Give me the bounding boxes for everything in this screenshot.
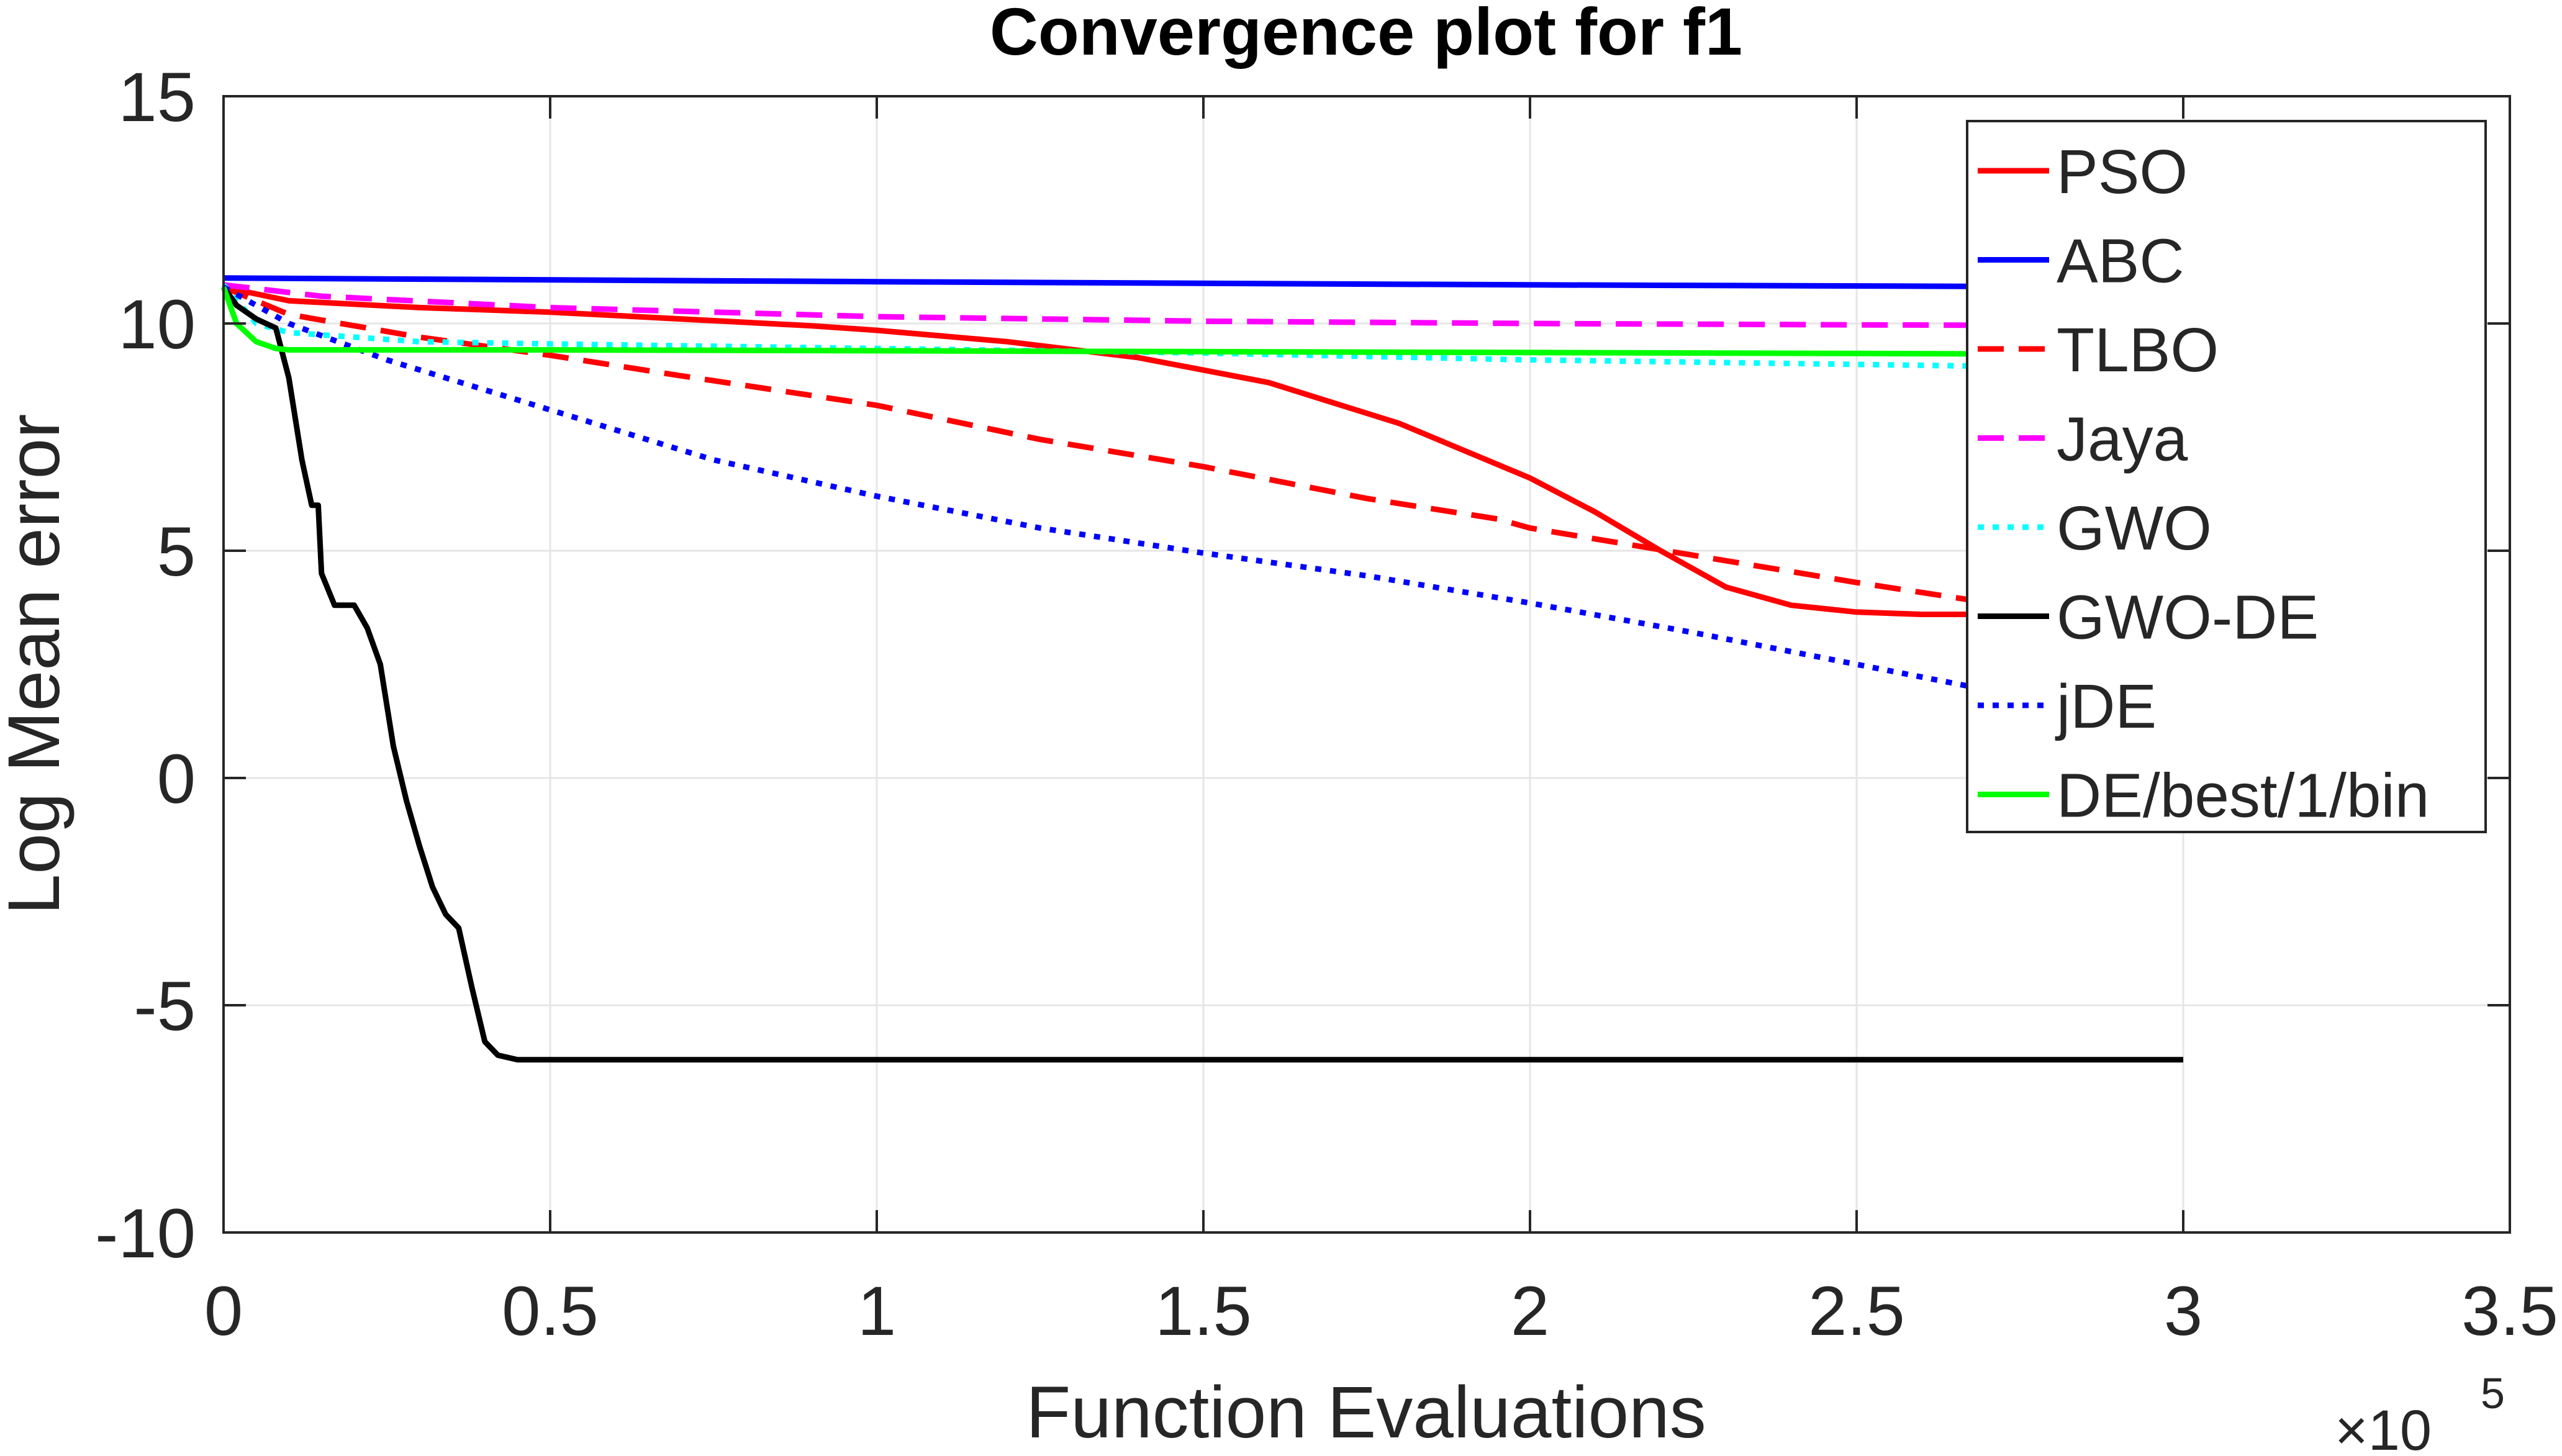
legend-item-tlbo: TLBO: [1978, 315, 2219, 385]
series-lines: [220, 275, 2184, 1063]
legend-item-jaya: Jaya: [1978, 405, 2188, 474]
x-tick-label: 1: [858, 1272, 896, 1350]
series-line-gwo: [221, 283, 2184, 372]
x-axis-label: Function Evaluations: [1026, 1372, 1706, 1454]
legend-item-jde: jDE: [1978, 672, 2157, 741]
legend-item-gwo: GWO: [1978, 494, 2212, 563]
legend-item-pso: PSO: [1978, 137, 2188, 207]
series-line-pso: [223, 284, 2183, 617]
series-line-jde: [222, 284, 2184, 731]
x-exponent-base: ×10: [2335, 1399, 2432, 1456]
y-tick-label: 5: [157, 513, 196, 590]
legend-label: Jaya: [2057, 405, 2188, 474]
x-tick-label: 0.5: [502, 1272, 599, 1350]
y-axis-label: Log Mean error: [0, 414, 75, 915]
series-line-abc: [223, 275, 2184, 290]
x-tick-label: 1.5: [1155, 1272, 1252, 1350]
series-line-de-best-1-bin: [220, 286, 2184, 358]
x-tick-label: 2: [1511, 1272, 1549, 1350]
plot-frame: [222, 95, 2511, 1234]
chart-title: Convergence plot for f1: [990, 0, 1742, 69]
legend-label: ABC: [2057, 227, 2184, 296]
x-tick-label: 3: [2164, 1272, 2202, 1350]
x-axis-exponent: ×10 5: [2335, 1369, 2505, 1456]
x-tick-label: 3.5: [2461, 1272, 2558, 1350]
legend-label: GWO: [2057, 494, 2212, 563]
x-exponent-power: 5: [2481, 1369, 2505, 1418]
legend-label: TLBO: [2057, 315, 2219, 385]
legend-item-de-best-1-bin: DE/best/1/bin: [1978, 761, 2429, 831]
legend-label: GWO-DE: [2057, 583, 2319, 653]
y-tick-label: -5: [134, 967, 196, 1045]
series-line-gwo-de: [221, 285, 2183, 1063]
y-tick-label: -10: [95, 1195, 196, 1272]
x-tick-label: 2.5: [1808, 1272, 1905, 1350]
y-tick-label: 0: [157, 740, 196, 818]
y-tick-label: 10: [118, 286, 196, 363]
legend-label: DE/best/1/bin: [2057, 761, 2429, 831]
legend: PSO ABC TLBO Jaya GWO GWO-DE jDE DE/best/1/bin: [1966, 120, 2487, 833]
legend-label: PSO: [2057, 137, 2188, 207]
legend-label: jDE: [2055, 672, 2157, 741]
legend-box: [1966, 120, 2487, 833]
series-line-jaya: [223, 282, 2184, 329]
legend-item-abc: ABC: [1978, 227, 2184, 296]
x-tick-label: 0: [204, 1272, 243, 1350]
axis-ticks: 0 0.5 1 1.5 2 2.5 3 3.5 -10 -5 0 5 10 15: [95, 58, 2558, 1350]
legend-item-gwo-de: GWO-DE: [1978, 583, 2319, 653]
y-tick-label: 15: [118, 58, 196, 136]
